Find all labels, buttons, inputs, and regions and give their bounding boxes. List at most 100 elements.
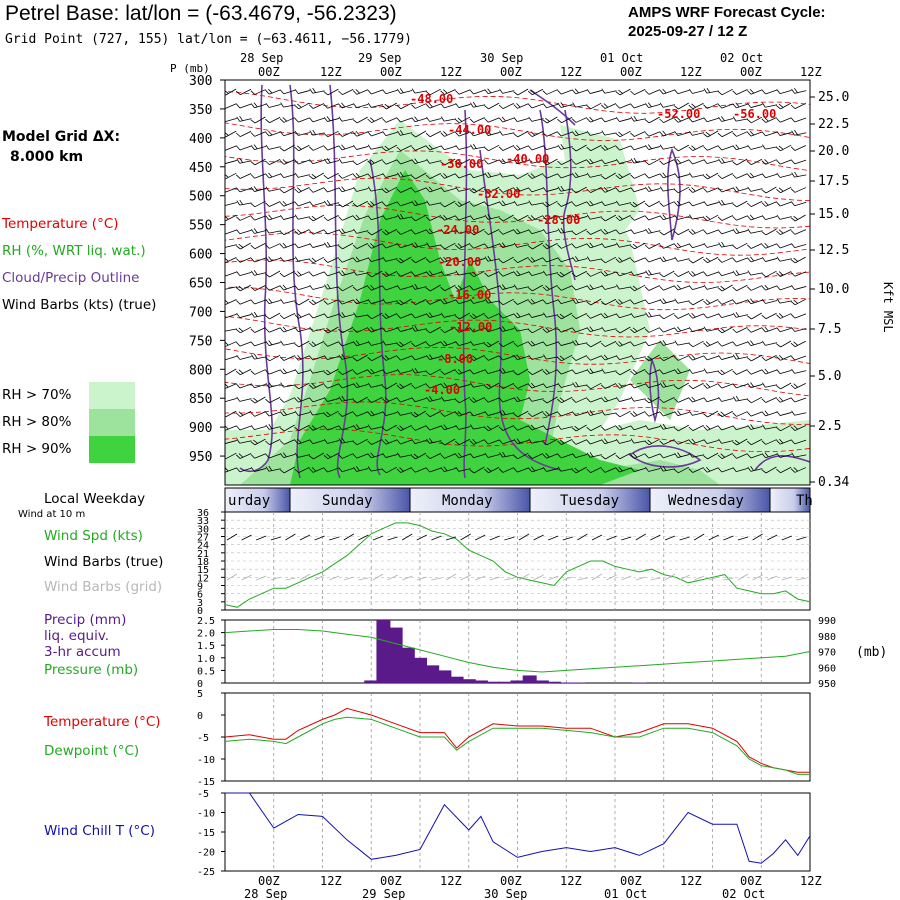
wind-barb-flag [559, 271, 565, 276]
wind-barb [762, 102, 778, 108]
wind-barb [600, 187, 617, 193]
wind-barb [659, 102, 675, 108]
wind-barb-flag [309, 326, 314, 332]
wind-barb [527, 284, 544, 292]
wind-barb [309, 284, 325, 290]
wind-barb-flag [615, 329, 621, 334]
wind-barb [615, 172, 631, 180]
wind-barb [411, 341, 427, 347]
wind-barb [279, 270, 295, 278]
wind-barb-shaft [692, 271, 704, 277]
wind-barb-flag [484, 298, 489, 304]
wind-barb-flag [761, 244, 766, 249]
wind-barb-flag [338, 90, 343, 95]
wind-barb-flag [397, 214, 401, 220]
wind-barb [601, 117, 617, 123]
wind-barb-shaft [488, 313, 500, 319]
wind-barb [426, 158, 442, 164]
wind-barb [455, 131, 471, 137]
wind-barb-shaft [473, 285, 485, 291]
wind-barb-flag [250, 90, 255, 95]
wind-barb-shaft [736, 299, 748, 305]
wind-barb [790, 159, 807, 165]
wind-barb-shaft [356, 215, 369, 221]
wind-barb-flag [703, 188, 708, 193]
wind-barb [236, 313, 252, 318]
wind-barb-flag [236, 200, 241, 206]
wind-barb-shaft [400, 243, 413, 249]
wind-barb-shaft [721, 341, 734, 347]
wind-barb-shaft [692, 187, 704, 193]
wind-barb-flag [473, 143, 477, 149]
wind-barb-flag [778, 187, 784, 192]
wind-barb-shaft [327, 244, 340, 248]
bottom-hour-label: 00Z [500, 874, 522, 888]
wind-barb-shaft [619, 244, 632, 248]
wind-barb-shaft [312, 132, 325, 136]
wind-barb-shaft [751, 312, 762, 320]
wind-barb-shaft [677, 258, 690, 262]
bottom-hour-label: 12Z [680, 874, 702, 888]
temperature-contour [225, 204, 810, 229]
wind-barb-shaft [605, 341, 617, 347]
wind-barb [542, 270, 559, 276]
wind-barb [352, 340, 369, 347]
wind-barb-flag [440, 341, 445, 347]
wind-barb-flag [294, 272, 299, 277]
wind-barb-flag [557, 328, 562, 333]
wind-barb [396, 229, 412, 235]
wind-barb-flag [484, 118, 489, 123]
wind-barb [279, 326, 296, 333]
wind-barb-shaft [254, 215, 266, 221]
wind-barb-shaft [677, 174, 690, 178]
wind-barb-flag [717, 287, 723, 292]
wind-barb [250, 341, 267, 347]
wind-barb-flag [396, 355, 401, 361]
wind-barb-shaft [268, 342, 281, 346]
wind-barb-flag [396, 188, 402, 193]
wind-barb [703, 159, 719, 165]
wind-barb-shaft [575, 327, 588, 333]
wind-barb [236, 341, 252, 347]
wind-barb-shaft [415, 145, 427, 151]
wind-barb-flag [341, 312, 346, 317]
wind-barb-flag [746, 244, 752, 249]
wind-barb-flag [703, 300, 708, 305]
wind-barb [225, 355, 237, 361]
wind-barb-shaft [254, 188, 267, 192]
wind-barb-flag [761, 231, 767, 236]
pressure-tick-label: 300 [189, 74, 212, 89]
wind-barb-flag [238, 327, 244, 332]
wind-barb-flag [353, 103, 357, 108]
wind-barb-flag [527, 287, 533, 292]
wind-barb-shaft [473, 89, 486, 95]
wind-barb-flag [717, 103, 723, 109]
precip-panel-ytick-label: 2.5 [197, 616, 215, 627]
wind-barb-shaft [341, 118, 354, 122]
wind-barb-flag [235, 216, 241, 221]
wind-barb-flag [399, 257, 404, 262]
wind-barb-flag [440, 328, 445, 333]
wind-barb [762, 144, 778, 150]
wind-barb-flag [706, 87, 711, 93]
wind-barb-flag [311, 215, 317, 220]
wind-barb-shaft [779, 89, 792, 95]
wind-barb-flag [235, 245, 241, 250]
wind-barb-flag [589, 116, 594, 122]
wind-barb [440, 89, 456, 95]
wind-barb-shaft [386, 271, 398, 277]
wind-barb-flag [793, 257, 799, 262]
wind-barb [615, 299, 631, 305]
wind-barb [528, 229, 544, 235]
wind-barb-flag [674, 160, 679, 165]
wind-barb-flag [557, 257, 562, 263]
wind-barb [411, 271, 427, 277]
wind-barb [367, 326, 383, 333]
wind-barb-shaft [531, 229, 544, 235]
wind-barb-flag [688, 159, 693, 165]
wind-barb-shaft [298, 313, 310, 319]
wind-barb-shaft [473, 342, 486, 346]
wind-barb-flag [528, 271, 533, 276]
wind-barb-flag [790, 230, 796, 235]
wind-barb-shaft [225, 214, 237, 222]
